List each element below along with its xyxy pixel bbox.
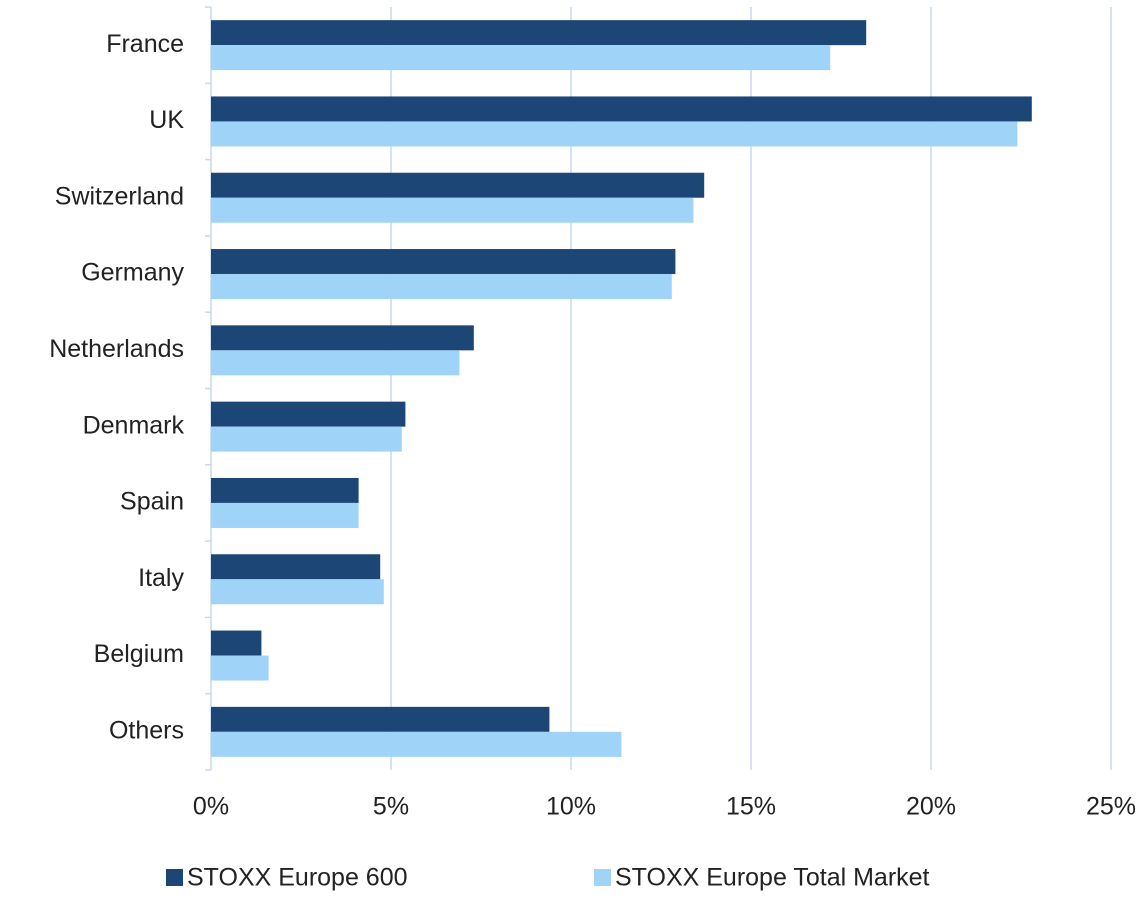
bar <box>211 630 262 656</box>
bar <box>211 477 359 503</box>
x-tick-label: 0% <box>193 793 229 821</box>
bar <box>211 172 705 198</box>
x-tick-label: 5% <box>373 793 409 821</box>
legend-label: STOXX Europe 600 <box>187 864 408 892</box>
y-tick-label: Denmark <box>83 411 185 439</box>
bar <box>211 325 474 351</box>
bar <box>211 554 381 580</box>
bar <box>211 426 402 452</box>
y-tick-label: UK <box>149 106 184 134</box>
y-tick-label: France <box>106 30 184 58</box>
y-tick-label: Switzerland <box>55 182 184 210</box>
bar <box>211 96 1032 122</box>
bar <box>211 579 384 605</box>
y-tick-label: Belgium <box>94 640 184 668</box>
legend-swatch <box>594 869 611 886</box>
bar <box>211 502 359 528</box>
bar <box>211 706 550 732</box>
bar <box>211 249 676 275</box>
bar <box>211 350 460 376</box>
y-tick-label: Others <box>109 716 184 744</box>
bar <box>211 401 406 427</box>
y-tick-label: Germany <box>81 259 184 287</box>
x-tick-label: 15% <box>726 793 776 821</box>
bar <box>211 20 867 46</box>
bar <box>211 274 672 300</box>
y-tick-label: Italy <box>138 564 184 592</box>
legend-swatch <box>166 869 183 886</box>
x-tick-label: 25% <box>1086 793 1136 821</box>
bar <box>211 121 1018 147</box>
x-tick-label: 10% <box>546 793 596 821</box>
y-tick-label: Spain <box>120 488 184 516</box>
bar <box>211 197 694 223</box>
legend-label: STOXX Europe Total Market <box>615 864 930 892</box>
bar <box>211 731 622 757</box>
y-tick-label: Netherlands <box>49 335 184 363</box>
bar <box>211 45 831 71</box>
bar <box>211 655 269 681</box>
x-tick-label: 20% <box>906 793 956 821</box>
